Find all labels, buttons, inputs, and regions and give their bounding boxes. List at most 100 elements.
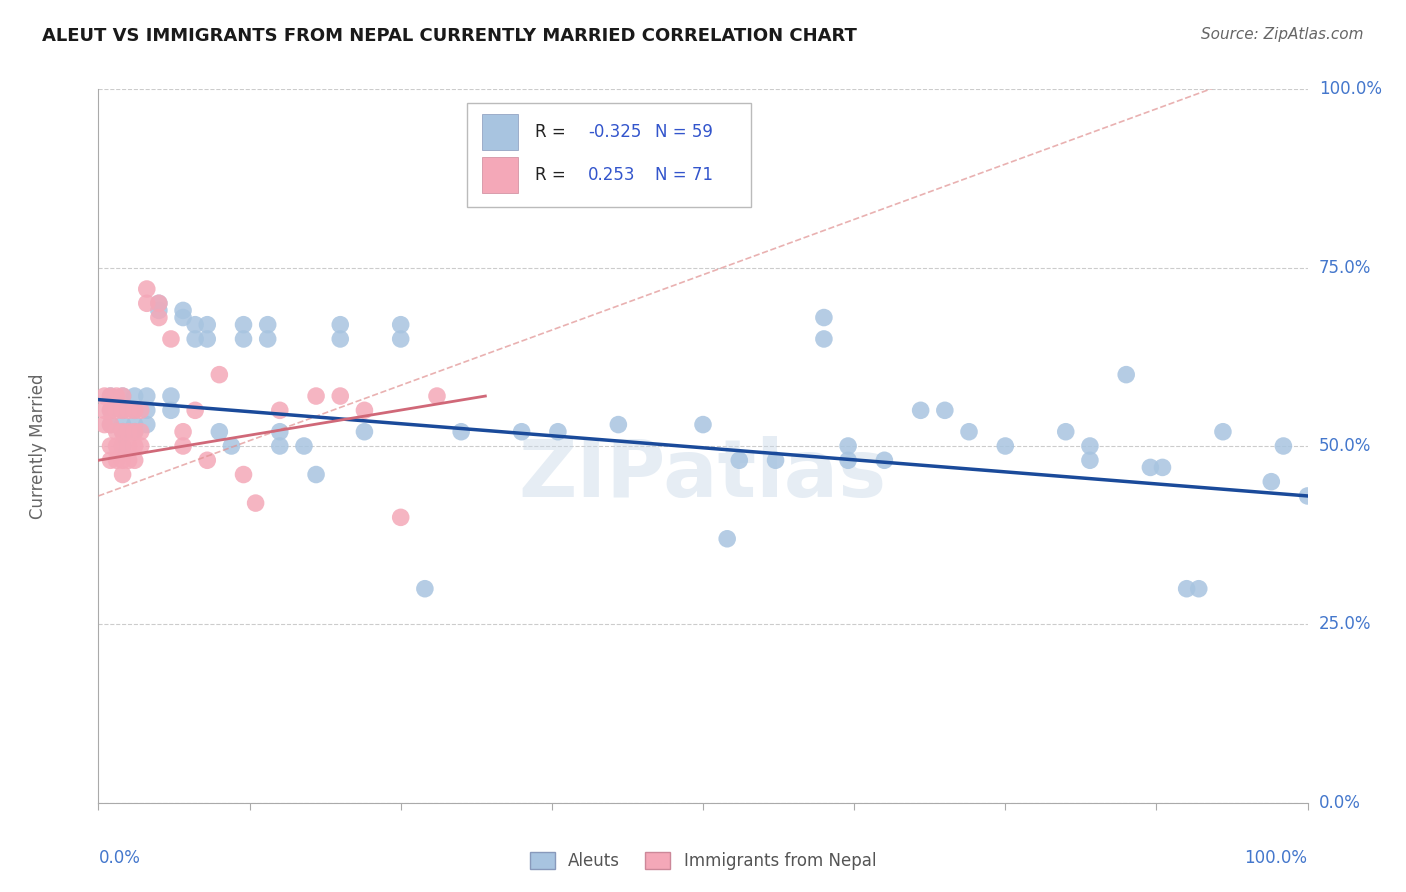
Point — [1078, 453, 1101, 467]
Text: 25.0%: 25.0% — [1319, 615, 1371, 633]
Point — [135, 403, 157, 417]
Point — [934, 403, 956, 417]
Point — [195, 318, 218, 332]
Point — [765, 453, 787, 467]
Point — [389, 510, 412, 524]
Point — [813, 310, 835, 325]
Text: N = 59: N = 59 — [655, 123, 713, 141]
Legend: Aleuts, Immigrants from Nepal: Aleuts, Immigrants from Nepal — [523, 845, 883, 877]
Point — [172, 439, 194, 453]
Point — [135, 296, 157, 310]
Point — [256, 332, 278, 346]
Point — [716, 532, 738, 546]
Text: -0.325: -0.325 — [588, 123, 641, 141]
Point — [232, 318, 254, 332]
Point — [450, 425, 472, 439]
Point — [111, 425, 134, 439]
Point — [129, 439, 152, 453]
Point — [269, 403, 291, 417]
Point — [148, 303, 170, 318]
Point — [111, 439, 134, 453]
Point — [269, 425, 291, 439]
Point — [353, 403, 375, 417]
Point — [837, 439, 859, 453]
Point — [135, 282, 157, 296]
Point — [100, 453, 122, 467]
Text: 50.0%: 50.0% — [1319, 437, 1371, 455]
Point — [172, 303, 194, 318]
Point — [100, 403, 122, 417]
Text: Source: ZipAtlas.com: Source: ZipAtlas.com — [1201, 27, 1364, 42]
Point — [160, 403, 183, 417]
Point — [118, 425, 141, 439]
Point — [111, 453, 134, 467]
Point — [232, 467, 254, 482]
Point — [124, 439, 146, 453]
Text: 0.253: 0.253 — [588, 166, 636, 184]
Text: ALEUT VS IMMIGRANTS FROM NEPAL CURRENTLY MARRIED CORRELATION CHART: ALEUT VS IMMIGRANTS FROM NEPAL CURRENTLY… — [42, 27, 858, 45]
Point — [607, 417, 630, 432]
Point — [245, 496, 267, 510]
Point — [413, 582, 436, 596]
Point — [1054, 425, 1077, 439]
Point — [111, 417, 134, 432]
Point — [124, 425, 146, 439]
Point — [426, 389, 449, 403]
Point — [728, 453, 751, 467]
Point — [1078, 439, 1101, 453]
Point — [329, 332, 352, 346]
Point — [353, 425, 375, 439]
Point — [100, 403, 122, 417]
Text: 75.0%: 75.0% — [1319, 259, 1371, 277]
Point — [148, 296, 170, 310]
Point — [111, 425, 134, 439]
Point — [129, 403, 152, 417]
Point — [100, 417, 122, 432]
Point — [111, 439, 134, 453]
Point — [1175, 582, 1198, 596]
Point — [111, 403, 134, 417]
Point — [111, 403, 134, 417]
Point — [1115, 368, 1137, 382]
Point — [195, 453, 218, 467]
Point — [292, 439, 315, 453]
Point — [118, 439, 141, 453]
Point — [389, 332, 412, 346]
Point — [100, 439, 122, 453]
Point — [111, 389, 134, 403]
Point — [1260, 475, 1282, 489]
Point — [1212, 425, 1234, 439]
Point — [160, 389, 183, 403]
Point — [873, 453, 896, 467]
Point — [124, 403, 146, 417]
Point — [1152, 460, 1174, 475]
Point — [269, 439, 291, 453]
Point — [148, 296, 170, 310]
Text: 0.0%: 0.0% — [1319, 794, 1361, 812]
Point — [105, 425, 128, 439]
Point — [129, 425, 152, 439]
Point — [221, 439, 243, 453]
Point — [93, 389, 115, 403]
Point — [118, 453, 141, 467]
Point — [93, 403, 115, 417]
Point — [105, 403, 128, 417]
Point — [195, 332, 218, 346]
Point — [124, 389, 146, 403]
Point — [813, 332, 835, 346]
Point — [1296, 489, 1319, 503]
Text: 100.0%: 100.0% — [1319, 80, 1382, 98]
Point — [510, 425, 533, 439]
Point — [172, 425, 194, 439]
Point — [93, 417, 115, 432]
Point — [124, 403, 146, 417]
Text: Currently Married: Currently Married — [30, 373, 46, 519]
FancyBboxPatch shape — [482, 157, 517, 193]
Point — [111, 389, 134, 403]
Point — [232, 332, 254, 346]
FancyBboxPatch shape — [482, 114, 517, 150]
Point — [692, 417, 714, 432]
Point — [135, 389, 157, 403]
Point — [105, 389, 128, 403]
Point — [994, 439, 1017, 453]
